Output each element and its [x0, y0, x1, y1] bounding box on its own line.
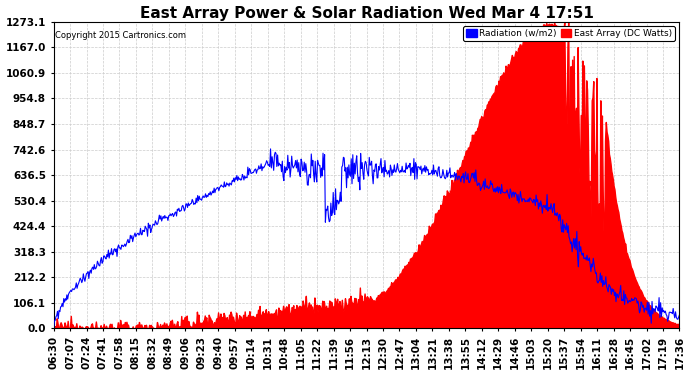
Text: Copyright 2015 Cartronics.com: Copyright 2015 Cartronics.com — [55, 31, 186, 40]
Legend: Radiation (w/m2), East Array (DC Watts): Radiation (w/m2), East Array (DC Watts) — [463, 26, 675, 40]
Title: East Array Power & Solar Radiation Wed Mar 4 17:51: East Array Power & Solar Radiation Wed M… — [139, 6, 593, 21]
